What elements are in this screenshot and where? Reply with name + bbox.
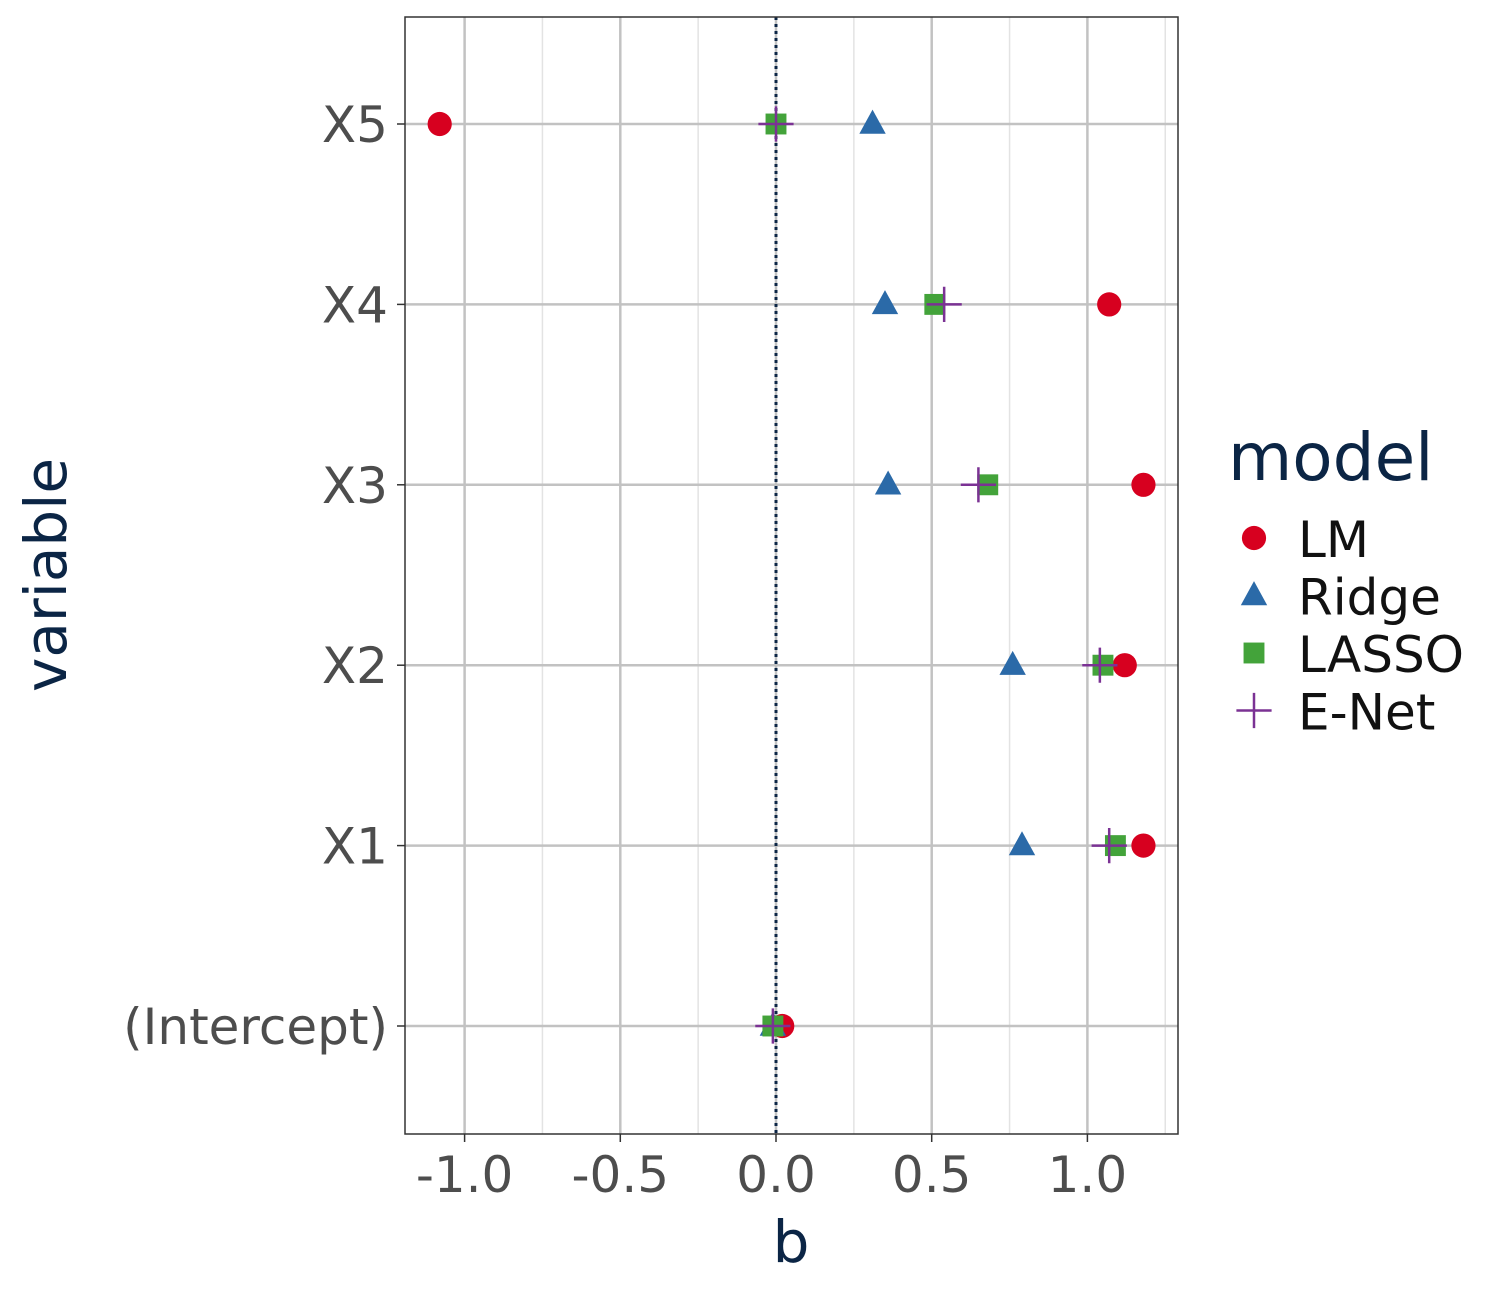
- legend-label: Ridge: [1298, 569, 1441, 627]
- y-tick-label: X1: [322, 818, 388, 876]
- data-points: [427, 106, 1156, 1044]
- y-axis-ticks: (Intercept) X1 X2 X3 X4 X5: [123, 96, 405, 1056]
- series-e-net: [755, 106, 1127, 1044]
- y-tick-label: X2: [322, 637, 388, 695]
- legend-key: [1240, 581, 1268, 606]
- legend-item: LM: [1241, 511, 1369, 569]
- panel-border: [404, 16, 1179, 1135]
- data-point: [1112, 653, 1137, 678]
- legend-item: Ridge: [1240, 569, 1441, 627]
- x-tick-label: 0.0: [736, 1146, 816, 1204]
- legend-label: LM: [1298, 511, 1369, 569]
- legend-key: [1243, 642, 1265, 664]
- legend-label: E-Net: [1298, 684, 1435, 742]
- data-point: [999, 650, 1026, 675]
- y-axis-title: variable: [12, 458, 80, 692]
- data-point: [1082, 647, 1118, 683]
- data-point: [1008, 831, 1036, 856]
- data-point: [1131, 472, 1156, 497]
- y-tick-label: X3: [322, 457, 388, 515]
- data-point: [755, 1008, 791, 1044]
- x-tick-label: 0.5: [892, 1146, 972, 1204]
- data-point: [960, 467, 997, 503]
- x-tick-label: 1.0: [1048, 1146, 1128, 1204]
- legend-label: LASSO: [1298, 626, 1464, 684]
- y-tick-label: X5: [322, 96, 388, 154]
- x-tick-label: -1.0: [416, 1146, 514, 1204]
- y-tick-label: X4: [322, 276, 388, 334]
- x-axis-title: b: [773, 1208, 810, 1276]
- legend-key: [1241, 525, 1267, 551]
- data-point: [926, 286, 962, 322]
- data-point: [1131, 833, 1156, 858]
- data-point: [859, 109, 886, 134]
- legend-item: LASSO: [1243, 626, 1464, 684]
- legend-title: model: [1228, 419, 1434, 496]
- data-point: [427, 111, 452, 137]
- legend-item: E-Net: [1236, 684, 1435, 742]
- data-point: [758, 106, 794, 142]
- y-tick-label: (Intercept): [123, 998, 388, 1056]
- x-axis-ticks: -1.0 -0.5 0.0 0.5 1.0: [416, 1134, 1127, 1204]
- data-point: [1091, 828, 1127, 864]
- data-point: [1097, 292, 1122, 317]
- legend-key: [1236, 692, 1272, 729]
- x-tick-label: -0.5: [572, 1146, 670, 1204]
- data-point: [871, 290, 899, 315]
- major-gridlines: [405, 17, 1178, 1134]
- minor-gridlines: [541, 17, 1166, 1134]
- data-point: [874, 470, 902, 495]
